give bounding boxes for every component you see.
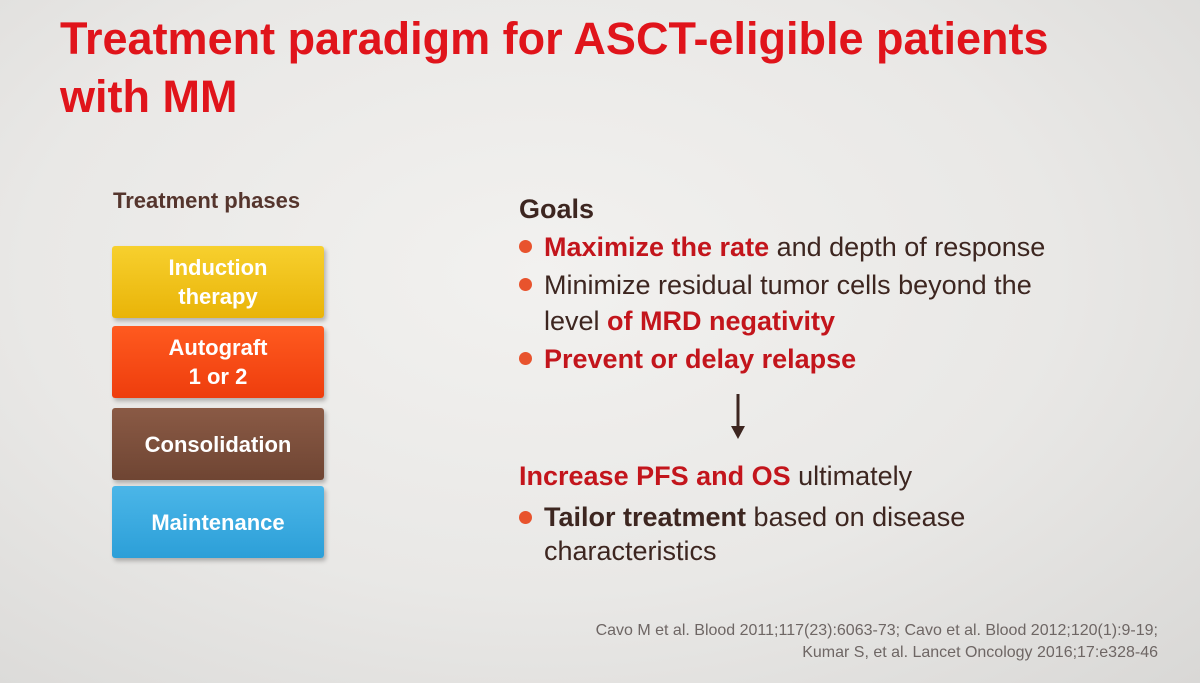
phase-induction-box: Induction therapy xyxy=(112,246,324,318)
bullet-dot-icon xyxy=(519,240,532,253)
goal-item: Prevent or delay relapse xyxy=(519,341,1159,377)
phase-autograft-line-1: Autograft xyxy=(168,335,268,360)
outcome-emphasis: Increase PFS and OS xyxy=(519,461,791,491)
bullet-dot-icon xyxy=(519,352,532,365)
slide-title-line-2: with MM xyxy=(60,71,238,122)
phase-autograft-line-2: 1 or 2 xyxy=(188,364,248,389)
goal-3-emphasis: Prevent or delay relapse xyxy=(544,344,857,374)
bullet-dot-icon xyxy=(519,278,532,291)
slide-title-line-1: Treatment paradigm for ASCT-eligible pat… xyxy=(60,13,1049,64)
goal-2-text-line-2: level xyxy=(544,306,608,336)
outcome-statement: Increase PFS and OS ultimately xyxy=(519,461,912,492)
goals-heading: Goals xyxy=(519,194,595,224)
phase-induction-line-1: Induction xyxy=(168,255,268,280)
outcome-list: Tailor treatment based on disease charac… xyxy=(519,500,1159,568)
phase-maintenance-label: Maintenance xyxy=(151,509,285,535)
outcome-bullet-text: based on disease xyxy=(746,502,966,532)
slide-title: Treatment paradigm for ASCT-eligible pat… xyxy=(60,10,1170,126)
reference-line-2: Kumar S, et al. Lancet Oncology 2016;17:… xyxy=(802,644,1158,661)
goal-item: Maximize the rate and depth of response xyxy=(519,229,1159,265)
goal-item: Minimize residual tumor cells beyond the… xyxy=(519,267,1159,339)
goal-2-emphasis: of MRD negativity xyxy=(607,306,836,336)
references: Cavo M et al. Blood 2011;117(23):6063-73… xyxy=(438,620,1158,664)
phase-induction-line-2: therapy xyxy=(178,284,258,309)
phase-consolidation-label: Consolidation xyxy=(144,431,292,457)
arrow-down-icon xyxy=(731,394,745,439)
bullet-dot-icon xyxy=(519,511,532,524)
phase-autograft-box: Autograft 1 or 2 xyxy=(112,326,324,398)
goal-1-text: and depth of response xyxy=(769,232,1046,262)
outcome-bullet-strong: Tailor treatment xyxy=(544,502,747,532)
outcome-bullet-text-line-2: characteristics xyxy=(544,536,717,566)
phase-consolidation-box: Consolidation xyxy=(112,408,324,480)
goal-1-emphasis: Maximize the rate xyxy=(544,232,770,262)
outcome-text: ultimately xyxy=(790,461,913,491)
treatment-phases-label: Treatment phases xyxy=(113,188,301,213)
goal-2-text-line-1: Minimize residual tumor cells beyond the xyxy=(544,270,1032,300)
goals-list: Maximize the rate and depth of response … xyxy=(519,229,1159,379)
phase-maintenance-box: Maintenance xyxy=(112,486,324,558)
outcome-item: Tailor treatment based on disease charac… xyxy=(519,500,1159,568)
reference-line-1: Cavo M et al. Blood 2011;117(23):6063-73… xyxy=(595,622,1158,639)
